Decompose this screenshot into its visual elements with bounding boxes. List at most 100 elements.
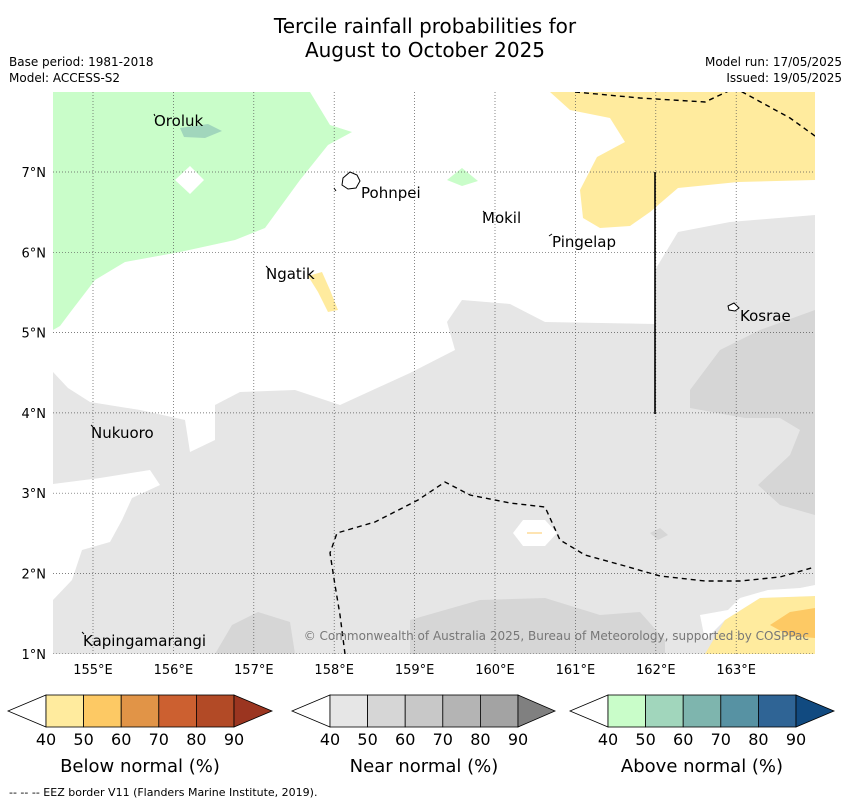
lon-tick-label: 163°E [716, 663, 756, 678]
colorbar-segment [479, 694, 519, 728]
label-ngatik: Ngatik [266, 265, 315, 283]
neutral-hole [175, 166, 204, 194]
colorbar-segment [758, 694, 797, 728]
kosrae-island [727, 302, 740, 312]
colorbar-title: Near normal (%) [350, 756, 499, 777]
lat-tick-label: 7°N [22, 166, 47, 181]
lat-tick-label: 5°N [22, 327, 47, 342]
probability-fill [53, 92, 815, 654]
colorbar-segment [45, 694, 84, 728]
lon-tick-label: 162°E [636, 663, 676, 678]
atoll-markers [81, 113, 553, 635]
colorbar-arrow-high [795, 694, 836, 728]
map-axes: 155°E 156°E 157°E 158°E 159°E 160°E 161°E 162°E… [22, 166, 756, 678]
colorbar-segment [645, 694, 684, 728]
title-line-1: Tercile rainfall probabilities for [273, 14, 577, 38]
colorbar-title: Above normal (%) [621, 756, 783, 777]
above-normal-region [53, 92, 352, 330]
colorbar-segment [607, 694, 646, 728]
colorbar-tick-label: 90 [508, 730, 528, 749]
colorbar-arrow-high [233, 694, 274, 728]
near-normal-tiny-patch [650, 528, 668, 540]
lon-tick-label: 159°E [395, 663, 435, 678]
label-mokil: Mokil [482, 209, 521, 227]
below-normal-se-60 [770, 608, 815, 638]
colorbar-tick-label: 70 [149, 730, 169, 749]
colorbar-tick-label: 50 [357, 730, 377, 749]
model-name: Model: ACCESS-S2 [9, 71, 121, 85]
title-line-2: August to October 2025 [304, 38, 546, 62]
copyright-notice: © Commonwealth of Australia 2025, Bureau… [304, 629, 809, 643]
label-kosrae: Kosrae [740, 307, 791, 325]
colorbar-tick-label: 50 [635, 730, 655, 749]
colorbar-tick-label: 90 [786, 730, 806, 749]
colorbar-title: Below normal (%) [60, 756, 220, 777]
pohnpei-island [341, 171, 361, 190]
above-normal-small-patch [447, 168, 478, 186]
colorbar-segment [83, 694, 122, 728]
near-normal-50-patch-sw [215, 612, 295, 654]
lon-tick-label: 156°E [154, 663, 194, 678]
near-normal-50-patch-east [690, 310, 815, 515]
colorbar-tick-label: 80 [748, 730, 768, 749]
base-period: Base period: 1981-2018 [9, 55, 154, 69]
label-pohnpei: Pohnpei [361, 184, 421, 202]
model-info: Base period: 1981-2018 Model: ACCESS-S2 [9, 54, 154, 86]
eez-footnote: -- -- -- EEZ border V11 (Flanders Marine… [9, 786, 318, 799]
colorbar-segment [404, 694, 444, 728]
colorbar-segment [158, 694, 197, 728]
near-normal-region [53, 215, 815, 654]
near-normal-50-patch-south [410, 598, 665, 654]
lon-tick-label: 161°E [556, 663, 596, 678]
colorbar-segment [329, 694, 368, 728]
colorbar-arrow-low [6, 694, 47, 728]
colorbar-segment [367, 694, 406, 728]
above-normal-50-patch [180, 124, 222, 138]
colorbar-segment [195, 694, 235, 728]
lat-tick-label: 2°N [22, 568, 47, 583]
lat-tick-label: 3°N [22, 487, 47, 502]
label-nukuoro: Nukuoro [91, 424, 154, 442]
issue-info: Model run: 17/05/2025 Issued: 19/05/2025 [705, 54, 842, 86]
colorbar-tick-label: 40 [320, 730, 340, 749]
colorbar-segment [120, 694, 160, 728]
colorbar-arrow-low [290, 694, 331, 728]
colorbar-tick-label: 60 [395, 730, 415, 749]
below-normal-region [550, 92, 815, 228]
lat-tick-label: 6°N [22, 246, 47, 261]
colorbar-segment [720, 694, 759, 728]
colorbar-tick-label: 50 [73, 730, 93, 749]
colorbar-2: 40 50 60 70 80 90 Near normal (%) [290, 694, 557, 777]
colorbar-tick-label: 90 [224, 730, 244, 749]
lon-tick-label: 155°E [73, 663, 113, 678]
eez-border-north [574, 92, 815, 137]
label-kapingamarangi: Kapingamarangi [83, 632, 206, 650]
lon-tick-label: 157°E [234, 663, 274, 678]
lon-tick-label: 158°E [314, 663, 354, 678]
eez-border-south [329, 481, 815, 654]
colorbar-arrow-high [517, 694, 557, 728]
lat-tick-label: 4°N [22, 407, 47, 422]
colorbar-tick-label: 70 [711, 730, 731, 749]
lat-tick-label: 1°N [22, 648, 47, 663]
colorbar-tick-label: 60 [673, 730, 693, 749]
colorbar-tick-label: 80 [470, 730, 490, 749]
issued-date: Issued: 19/05/2025 [726, 71, 842, 85]
colorbar-segment [442, 694, 481, 728]
lon-tick-label: 160°E [475, 663, 515, 678]
colorbar-tick-label: 60 [111, 730, 131, 749]
colorbar-tick-label: 70 [433, 730, 453, 749]
label-pingelap: Pingelap [552, 233, 616, 251]
colorbar-tick-label: 40 [36, 730, 56, 749]
colorbar-segment [682, 694, 722, 728]
white-edge-se [700, 585, 815, 640]
colorbar-tick-label: 80 [186, 730, 206, 749]
below-normal-ngatik-patch [308, 272, 338, 312]
white-hole-1 [103, 340, 145, 367]
colorbar-arrow-low [568, 694, 609, 728]
map-title: Tercile rainfall probabilities for Augus… [0, 14, 850, 62]
